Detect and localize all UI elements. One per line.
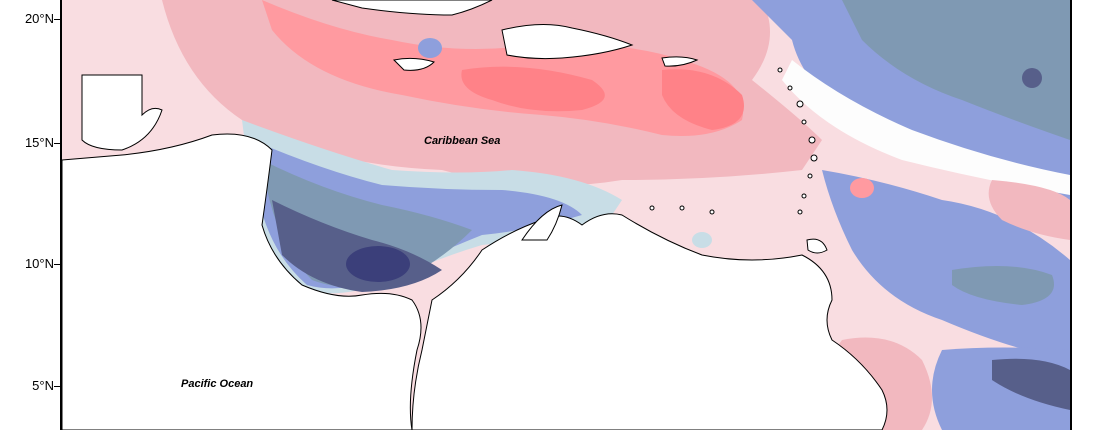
northeast-blue-mid: [842, 0, 1070, 140]
hispaniola-land: [501, 23, 634, 60]
caribbean-pink-strong-2: [662, 69, 744, 130]
lat-label-15n: 15°N: [24, 135, 54, 150]
trinidad-land: [806, 238, 828, 254]
venezuela-coast-pale-spot: [692, 232, 712, 248]
east-pink-spot: [850, 178, 874, 198]
caribbean-pink-strong: [461, 66, 605, 112]
lat-label-20n: 20°N: [24, 11, 54, 26]
guajira-peninsula: [521, 204, 563, 241]
lat-tick-10n: [54, 264, 60, 265]
lat-label-10n: 10°N: [24, 256, 54, 271]
east-blue-light: [822, 170, 1070, 360]
caribbean-sea-label: Caribbean Sea: [424, 135, 501, 147]
east-blue-mid: [952, 266, 1054, 305]
pacific-ocean-label: Pacific Ocean: [181, 378, 254, 390]
lat-tick-15n: [54, 143, 60, 144]
guiana-dark: [992, 358, 1070, 410]
lat-tick-5n: [54, 386, 60, 387]
lesser-antilles: [649, 67, 818, 215]
jamaica-blue-spot: [418, 38, 442, 58]
central-america-land: [62, 133, 422, 430]
puerto-rico-land: [661, 56, 699, 67]
northeast-blue-dark-spot: [1022, 68, 1042, 88]
east-pink-patch: [988, 180, 1070, 240]
lat-tick-20n: [54, 19, 60, 20]
anomaly-map: [62, 0, 1070, 430]
map-frame: [60, 0, 1072, 430]
sw-caribbean-strong: [346, 246, 410, 282]
northeast-pale-band: [782, 60, 1070, 195]
jamaica-land: [392, 57, 435, 71]
lat-label-5n: 5°N: [32, 378, 54, 393]
cuba-land: [331, 0, 493, 16]
yucatan-land: [81, 74, 163, 151]
